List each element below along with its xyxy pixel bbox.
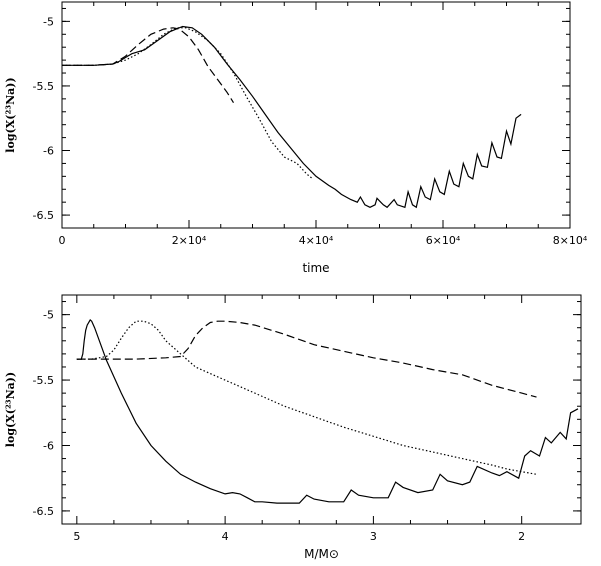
- x-tick-label: 6×10⁴: [426, 234, 461, 247]
- series-line-dashed: [76, 320, 537, 398]
- y-tick-label: -6: [43, 439, 54, 452]
- series-line-dotted: [62, 27, 314, 180]
- y-tick-label: -6.5: [33, 209, 54, 222]
- plot-frame: [61, 294, 582, 525]
- x-tick-label: 8×10⁴: [553, 234, 588, 247]
- series-line-dashed: [62, 27, 235, 104]
- y-tick-label: -5.5: [33, 80, 54, 93]
- x-tick-label: 0: [59, 234, 66, 247]
- y-tick-label: -5: [43, 309, 54, 322]
- series-line-solid: [76, 318, 579, 504]
- y-tick-label: -5: [43, 15, 54, 28]
- plot-frame: [61, 1, 571, 229]
- x-tick-label: 2: [518, 530, 525, 543]
- x-tick-label: 4×10⁴: [299, 234, 334, 247]
- chart-panel-2: 5 4 3 2 -5 -5.5 -6 -6.5 M/M⊙ log(X(²³Na)): [4, 294, 582, 561]
- y-tick-label: -6.5: [33, 505, 54, 518]
- series-line-dotted: [76, 320, 537, 475]
- x-tick-label: 3: [370, 530, 377, 543]
- y-tick-label: -5.5: [33, 374, 54, 387]
- chart-panel-1: 0 2×10⁴ 4×10⁴ 6×10⁴ 8×10⁴ -5 -5.5 -6 -6.5 time log…: [4, 1, 588, 275]
- y-axis-label: log(X(²³Na)): [4, 372, 17, 447]
- x-tick-label: 4: [222, 530, 229, 543]
- x-axis-label: time: [302, 261, 329, 275]
- y-axis-label: log(X(²³Na)): [4, 77, 17, 152]
- y-tick-label: -6: [43, 145, 54, 158]
- series-line-solid: [62, 25, 522, 209]
- x-axis-label: M/M⊙: [304, 547, 339, 561]
- x-tick-label: 2×10⁴: [172, 234, 207, 247]
- x-tick-label: 5: [73, 530, 80, 543]
